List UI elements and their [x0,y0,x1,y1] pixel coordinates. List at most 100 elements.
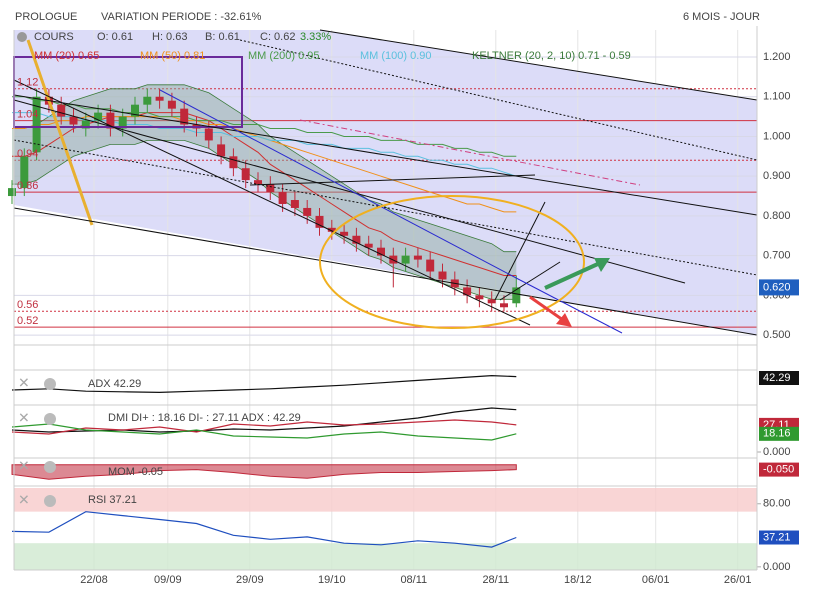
area [11,464,517,480]
legend-entry: MM (20) 0.65 [34,50,99,62]
gear-icon[interactable] [44,461,56,473]
candle-body [475,295,484,300]
close-icon[interactable]: ✕ [18,492,30,508]
trend-line [239,39,758,161]
y-tick-label: 0.700 [763,250,791,262]
x-tick-label: 28/11 [482,574,509,586]
candle-body [155,96,164,101]
candle-body [8,188,16,197]
period: 6 MOIS - JOUR [683,11,760,23]
candle-body [143,96,152,105]
gear-icon[interactable] [44,495,56,507]
candle-body [463,287,472,296]
channel-fill [14,30,757,335]
last-price-box [759,279,799,296]
candle-body [512,287,521,304]
candle-body [106,112,115,129]
arrow-head [594,258,610,272]
trend-line [499,261,561,301]
value-label: 37.21 [763,531,791,543]
y-tick-label: 0.000 [763,561,791,573]
trend-line [494,201,546,301]
arrow [529,295,564,322]
drawings [13,29,758,336]
candle-body [131,104,139,117]
y-tick-label: 0.900 [763,170,791,182]
panel-label: ADX 42.29 [88,378,141,390]
y-tick-label: 80.00 [763,498,791,510]
candle-body [32,96,41,153]
gear-icon[interactable] [44,378,56,390]
ma-line [12,112,517,177]
candle-body [81,120,90,129]
legend-entry: MM (100) 0.90 [360,50,432,62]
info: C: 0.62 [260,31,295,43]
candle-body [426,259,435,272]
info: H: 0.63 [152,31,187,43]
trend-line [13,99,686,284]
candle-body [204,128,213,141]
candle-body [180,108,189,125]
panel-label: MOM -0.05 [108,466,163,478]
gear-icon[interactable] [44,413,56,425]
x-tick-label: 06/01 [642,574,670,586]
legend-entry: MM (200) 0.95 [248,50,320,62]
level-label: 0.56 [17,299,38,311]
candle-body [290,200,299,208]
indicator-line [11,423,517,441]
trend-line [519,279,623,334]
ellipse-drawing [319,195,585,329]
y-tick-label: 0.000 [763,446,791,458]
candle-body [327,227,336,232]
candle-body [167,100,176,109]
candle-body [413,255,422,260]
y-tick-label: 1.000 [763,130,791,142]
oversold-band [14,543,757,570]
trend-line [319,29,758,101]
value-box [759,530,799,545]
x-tick-label: 26/01 [724,574,752,586]
labels: PROLOGUE VARIATION PERIODE : -32.61% 6 M… [15,11,799,586]
panel-label: DMI DI+ : 18.16 DI- : 27.11 ADX : 42.29 [108,412,301,424]
x-tick-label: 19/10 [318,574,346,586]
candle-body [57,104,66,117]
trend-line [249,174,536,186]
indicator-line [11,374,517,394]
x-tick-label: 08/11 [400,574,427,586]
keltner-line [12,84,517,253]
candle-body [500,303,508,308]
candle-body [20,156,29,189]
info: O: 0.61 [97,31,133,43]
arrow [544,261,601,290]
channel-background [14,30,757,335]
value-label: 18.16 [763,428,791,440]
y-tick-label: 1.100 [763,91,791,103]
value-label: 42.29 [763,372,791,384]
panel-label: RSI 37.21 [88,494,137,506]
gear-icon[interactable] [17,32,27,42]
trend-line [26,39,94,226]
value-box [759,426,799,441]
candle-body [340,231,349,236]
candle-body [487,299,496,304]
title: PROLOGUE [15,11,77,23]
candle-body [303,207,312,216]
info: B: 0.61 [205,31,240,43]
value-box [759,371,799,385]
close-icon[interactable]: ✕ [18,410,30,426]
x-tick-label: 22/08 [80,574,108,586]
close-icon[interactable]: ✕ [18,375,30,391]
keltner-line [12,140,517,300]
trend-line [13,79,531,326]
level-label: 0.94 [17,148,38,160]
close-icon[interactable]: ✕ [18,458,30,474]
candle-body [364,243,373,248]
candle-body [241,168,250,181]
candle-body [278,192,287,204]
y-tick-label: 1.200 [763,51,791,63]
y-tick-label: 0.500 [763,329,791,341]
candle-body [229,156,238,169]
candle-body [352,235,361,244]
x-tick-label: 29/09 [236,574,264,586]
candle-body [69,116,78,125]
